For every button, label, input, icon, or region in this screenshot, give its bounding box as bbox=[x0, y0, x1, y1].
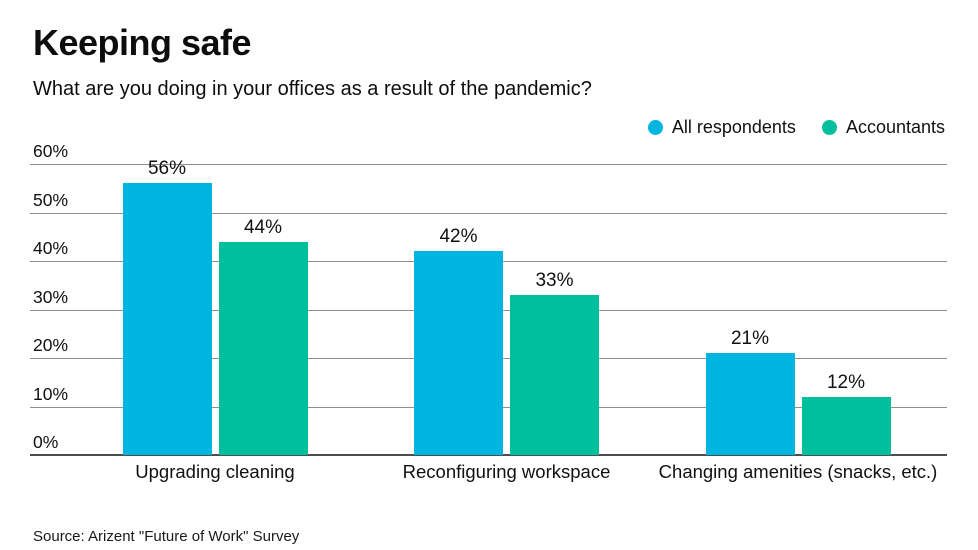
legend-item-accountants: Accountants bbox=[821, 117, 945, 138]
source-note: Source: Arizent "Future of Work" Survey bbox=[33, 528, 300, 545]
y-tick-label: 20% bbox=[33, 335, 69, 355]
legend-dot-accountants-icon bbox=[821, 120, 837, 135]
bar-all-respondents bbox=[705, 353, 795, 455]
bar-accountants bbox=[218, 241, 308, 455]
gridline bbox=[30, 164, 947, 165]
category-label: Upgrading cleaning bbox=[135, 461, 295, 482]
y-tick-label: 50% bbox=[33, 189, 69, 210]
bar-value-label: 56% bbox=[147, 158, 187, 180]
bar-value-label: 42% bbox=[439, 226, 478, 248]
y-tick-label: 0% bbox=[33, 432, 59, 452]
legend-dot-all-respondents-icon bbox=[647, 120, 663, 135]
bar-value-label: 33% bbox=[535, 269, 574, 291]
legend: All respondents Accountants bbox=[647, 117, 945, 138]
bar-all-respondents bbox=[122, 183, 212, 455]
legend-item-all-respondents: All respondents bbox=[647, 117, 796, 138]
bar-value-label: 44% bbox=[243, 216, 283, 238]
legend-label-accountants: Accountants bbox=[845, 117, 945, 137]
bar-value-label: 12% bbox=[826, 371, 866, 393]
y-tick-label: 30% bbox=[33, 286, 69, 307]
gridline bbox=[30, 212, 947, 214]
legend-label-all-respondents: All respondents bbox=[671, 117, 796, 137]
category-label: Changing amenities (snacks, etc.) bbox=[658, 461, 938, 482]
x-axis-line bbox=[30, 454, 947, 456]
y-tick-label: 60% bbox=[33, 141, 69, 161]
category-label: Reconfiguring workspace bbox=[402, 461, 611, 482]
chart-subtitle: What are you doing in your offices as a … bbox=[33, 78, 592, 100]
bar-all-respondents bbox=[414, 251, 503, 455]
bar-value-label: 21% bbox=[730, 328, 770, 350]
chart-title: Keeping safe bbox=[33, 22, 252, 63]
bar-accountants bbox=[801, 396, 891, 455]
y-tick-label: 10% bbox=[33, 383, 69, 404]
bar-accountants bbox=[510, 294, 599, 455]
y-tick-label: 40% bbox=[33, 238, 69, 258]
